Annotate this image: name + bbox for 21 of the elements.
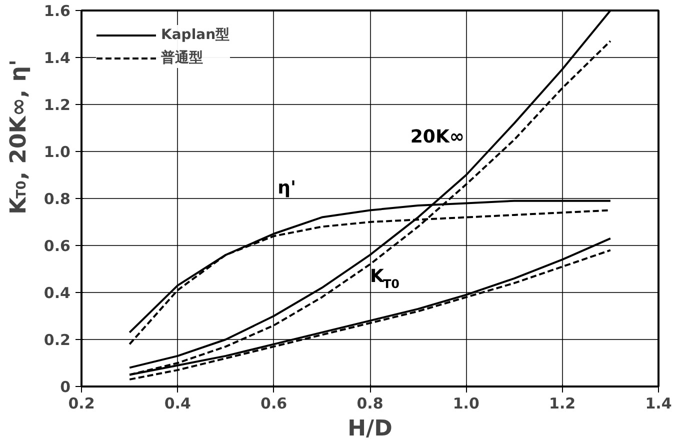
y-tick-label: 0.8 bbox=[44, 190, 71, 208]
y-tick-label: 0.4 bbox=[44, 284, 71, 302]
y-tick-label: 0.2 bbox=[44, 331, 71, 349]
y-tick-label: 0 bbox=[60, 378, 70, 396]
y-tick-label: 1.0 bbox=[44, 143, 71, 161]
annotation: η' bbox=[278, 178, 296, 198]
x-tick-label: 1.2 bbox=[549, 394, 576, 412]
y-tick-label: 0.6 bbox=[44, 237, 71, 255]
legend-label: Kaplan型 bbox=[161, 26, 230, 44]
x-tick-label: 1.0 bbox=[452, 394, 480, 412]
legend-label: 普通型 bbox=[161, 49, 203, 67]
x-tick-label: 0.6 bbox=[260, 394, 288, 412]
x-tick-label: 0.8 bbox=[356, 394, 384, 412]
y-tick-label: 1.4 bbox=[44, 49, 71, 67]
annotation: 20K∞ bbox=[410, 126, 464, 148]
x-tick-label: 0.2 bbox=[68, 394, 95, 412]
y-tick-label: 1.2 bbox=[44, 96, 71, 114]
x-tick-label: 1.4 bbox=[645, 394, 672, 412]
x-tick-label: 0.4 bbox=[164, 394, 191, 412]
y-tick-label: 1.6 bbox=[44, 2, 71, 20]
x-axis-title: H/D bbox=[348, 416, 392, 442]
